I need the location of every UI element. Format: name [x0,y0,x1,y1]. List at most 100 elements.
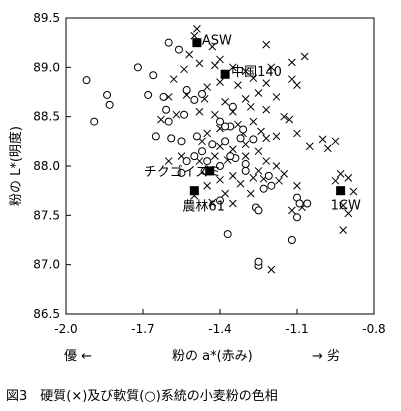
soft-wheat-point [241,160,250,169]
variety-label: 中国140 [231,65,282,80]
hard-wheat-point [211,152,219,160]
hard-wheat-point [216,55,224,64]
hard-wheat-point [180,65,188,74]
hard-wheat-point [193,24,201,33]
hard-wheat-point [190,31,199,40]
x-tick-label: -1.1 [285,322,308,336]
soft-wheat-point [190,152,199,161]
hard-wheat-point [331,137,340,146]
hard-wheat-point [203,129,212,138]
soft-wheat-point [264,171,273,180]
figure-caption: 図3 硬質(×)及び軟質(○)系統の小麦粉の色相 [6,388,278,404]
soft-wheat-point [223,230,232,239]
soft-wheat-point [249,135,258,144]
hard-wheat-point [300,52,309,61]
reference-variety-point [192,38,202,48]
soft-wheat-point [159,92,168,101]
hard-wheat-point [216,78,224,86]
soft-wheat-point [162,105,171,114]
hard-wheat-point [262,134,271,143]
hard-wheat-point [280,112,289,121]
soft-wheat-point [239,125,248,134]
hard-wheat-point [246,189,255,198]
ticks-layer: -2.0 -1.7 -1.4 -1.1 -0.8 86.5 87.0 87.5 88.0 88.5… [33,11,385,336]
soft-wheat-point [149,71,158,80]
y-tick-label: 87.0 [33,258,60,272]
hard-wheat-point [228,172,237,180]
hard-wheat-point [249,74,258,83]
y-tick-label: 87.5 [33,208,60,222]
hard-wheat-point [254,89,263,97]
hard-wheat-point [164,157,173,165]
hard-wheat-point [211,110,219,119]
soft-wheat-point [167,134,176,143]
y-tick-label: 89.5 [33,11,60,25]
soft-wheat-point [177,137,186,146]
hard-wheat-point [221,189,229,198]
hard-wheat-point [172,110,181,119]
hard-wheat-point [336,170,345,178]
hard-wheat-point [157,115,165,124]
hard-wheat-point [272,132,281,141]
hard-wheat-point [241,95,250,103]
soft-wheat-point [208,140,217,149]
soft-wheat-point [236,134,245,143]
hard-wheat-point [249,173,258,182]
variety-label: 1CW [331,199,361,214]
hard-wheat-point [262,105,271,114]
x-axis-right-label: → 劣 [312,349,340,364]
hard-wheat-point [195,107,204,116]
hard-wheat-point [236,179,245,188]
y-tick-label: 86.5 [33,307,60,321]
soft-wheat-point [192,132,201,141]
y-tick-label: 88.5 [33,110,60,124]
soft-wheat-point [254,257,263,266]
hard-wheat-point [339,226,348,234]
hard-wheat-point [293,81,301,89]
soft-wheat-point [174,45,183,54]
hard-wheat-point [203,181,212,190]
hard-wheat-point [241,140,250,149]
reference-variety-point [189,186,199,196]
variety-label: チクゴイズミ [144,164,222,180]
hard-wheat-point [318,135,327,144]
hard-wheat-point [208,42,217,51]
hard-wheat-point [228,199,237,208]
hard-wheat-point [257,127,265,136]
reference-variety-point [336,186,346,196]
x-axis-left-label: 優 ← [64,349,92,364]
hard-wheat-point [228,63,237,72]
hard-wheat-point [254,147,263,156]
hard-wheat-point [344,209,353,218]
soft-wheat-point [221,122,230,131]
hard-wheat-point [254,167,263,175]
hard-wheat-point [275,176,283,185]
hard-wheat-point [262,157,271,165]
soft-wheat-point [293,213,301,222]
x-tick-label: -1.7 [131,322,154,336]
soft-wheat-point [182,86,191,95]
hard-wheat-point [249,117,258,126]
soft-wheat-point [216,117,224,126]
soft-wheat-point [151,132,160,141]
hard-wheat-point [267,63,276,72]
soft-wheat-point [103,90,112,99]
soft-wheat-point [216,162,224,170]
soft-wheat-point [180,110,189,119]
hard-wheat-point [221,98,229,106]
soft-wheat-point [190,95,199,104]
x-tick-label: -1.4 [208,322,231,336]
soft-wheat-point [164,38,173,47]
soft-wheat-point [287,236,296,244]
reference-variety-point [220,69,230,79]
soft-wheat-point [295,199,304,208]
x-tick-label: -0.8 [362,322,385,336]
hard-wheat-point [344,173,353,182]
x-axis-label: 粉の a*(赤み) [172,349,253,364]
hard-wheat-point [293,129,301,138]
soft-wheat-point [182,157,191,166]
soft-wheat-point [254,206,263,215]
soft-wheat-point [133,63,142,72]
variety-label: 農林61 [182,200,225,215]
hard-wheat-point [339,201,348,210]
